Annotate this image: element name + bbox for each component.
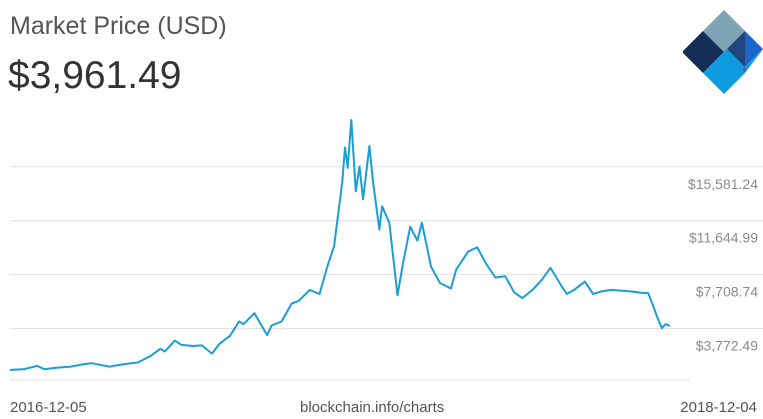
x-axis-end-label: 2018-12-04 — [680, 399, 757, 416]
x-axis-start-label: 2016-12-05 — [10, 399, 87, 416]
price-series-line — [9, 119, 671, 371]
source-label: blockchain.info/charts — [300, 399, 445, 416]
chart-title: Market Price (USD) — [10, 12, 227, 40]
y-tick-label: $15,581.24 — [688, 176, 758, 192]
y-tick-label: $11,644.99 — [689, 230, 758, 246]
blockchain-logo-icon — [683, 10, 763, 94]
y-tick-label: $7,708.74 — [696, 284, 758, 300]
y-tick-label: $3,772.49 — [696, 338, 758, 354]
current-price: $3,961.49 — [8, 54, 182, 97]
